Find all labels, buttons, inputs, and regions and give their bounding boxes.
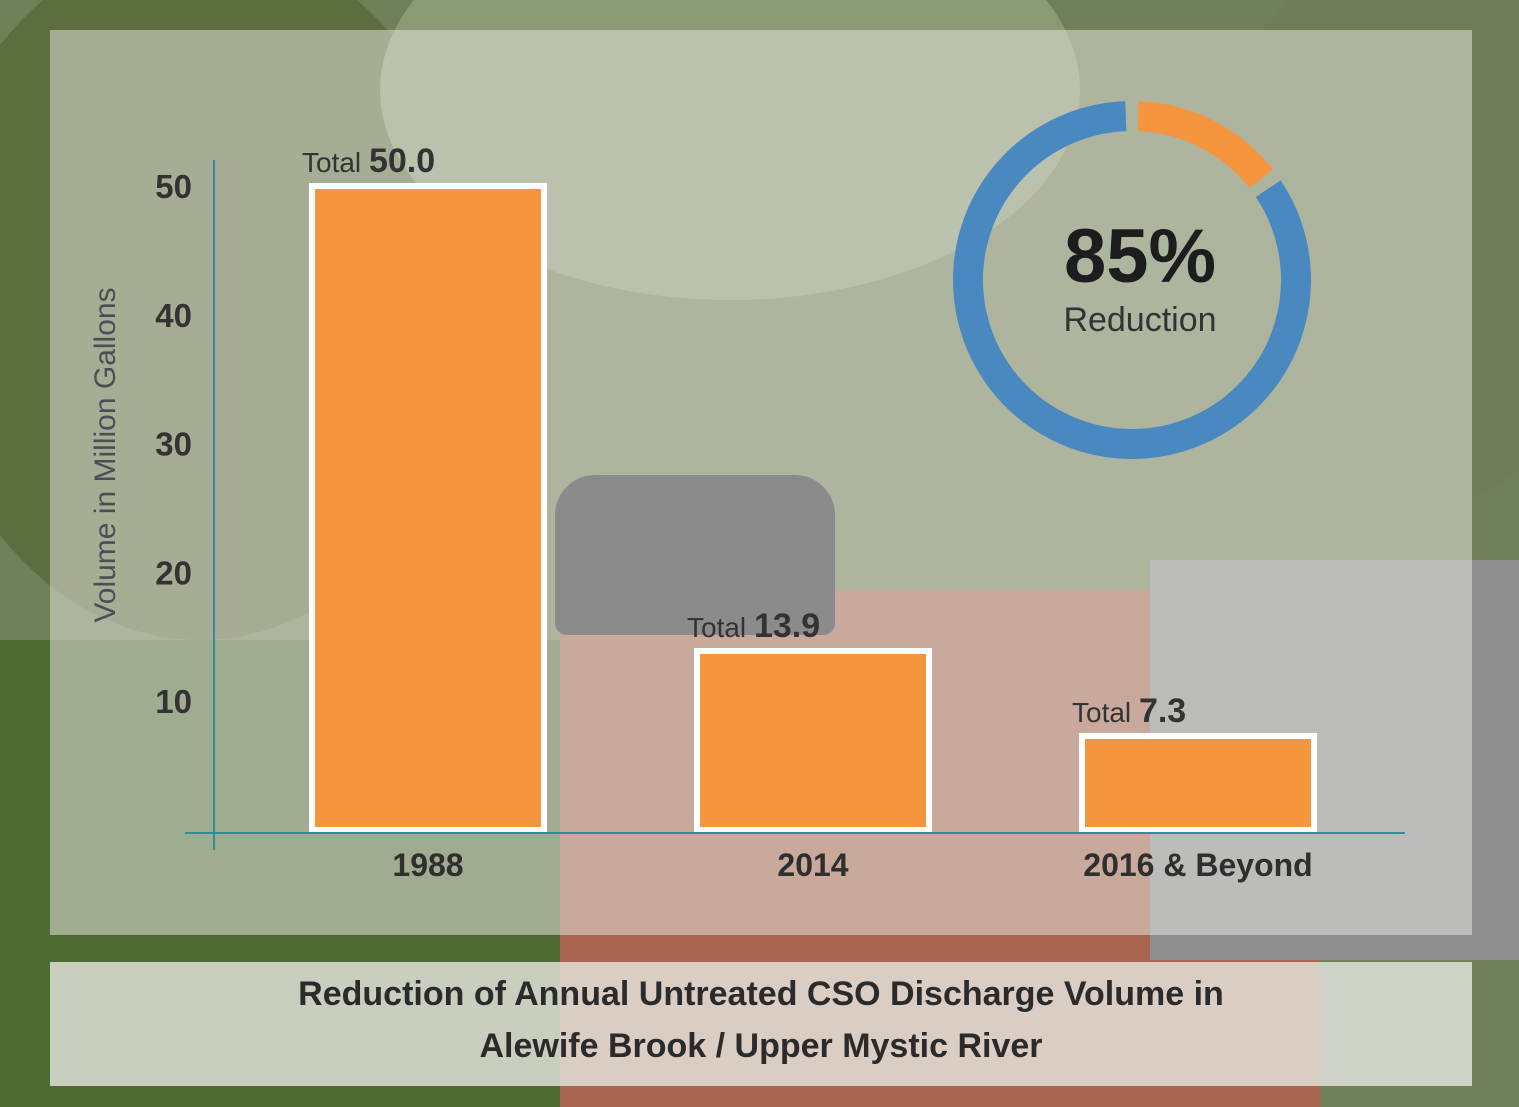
bar-2 <box>694 647 932 834</box>
bar-total-label: Total 13.9 <box>687 607 820 645</box>
y-tick-label: 10 <box>155 683 192 720</box>
bar-total-label: Total 50.0 <box>302 142 435 180</box>
donut-sublabel: Reduction <box>1063 301 1216 339</box>
bar-total-label: Total 7.3 <box>1072 692 1186 730</box>
y-ticks: 10 20 30 40 50 <box>155 168 192 720</box>
y-tick-label: 40 <box>155 297 192 334</box>
y-tick-label: 50 <box>155 168 192 205</box>
donut-reduction-arc <box>953 101 1311 459</box>
y-tick-label: 20 <box>155 554 192 591</box>
caption-line-2: Alewife Brook / Upper Mystic River <box>479 1027 1043 1065</box>
total-value: 50.0 <box>369 142 435 180</box>
bar-1 <box>309 183 547 833</box>
total-value: 13.9 <box>754 607 820 645</box>
category-label: 2014 <box>777 847 848 883</box>
reduction-donut: 85% Reduction <box>953 101 1311 459</box>
total-prefix: Total <box>687 612 754 643</box>
category-label: 2016 & Beyond <box>1083 847 1312 883</box>
total-value: 7.3 <box>1139 692 1186 730</box>
bar-3 <box>1079 732 1317 834</box>
labels-layer: Total 50.0 1988 Total 13.9 2014 Total 7.3 201… <box>302 142 1313 883</box>
y-axis-label: Volume in Million Gallons <box>89 287 122 622</box>
caption-line-1: Reduction of Annual Untreated CSO Discha… <box>298 975 1224 1013</box>
category-label: 1988 <box>392 847 463 883</box>
caption-box <box>50 962 1472 1086</box>
total-prefix: Total <box>302 147 369 178</box>
y-tick-label: 30 <box>155 426 192 463</box>
chart-caption: Reduction of Annual Untreated CSO Discha… <box>50 968 1472 1072</box>
total-prefix: Total <box>1072 697 1139 728</box>
donut-percent: 85% <box>1064 214 1216 299</box>
donut-remaining-arc <box>1137 101 1273 189</box>
bars-layer <box>309 183 1317 834</box>
